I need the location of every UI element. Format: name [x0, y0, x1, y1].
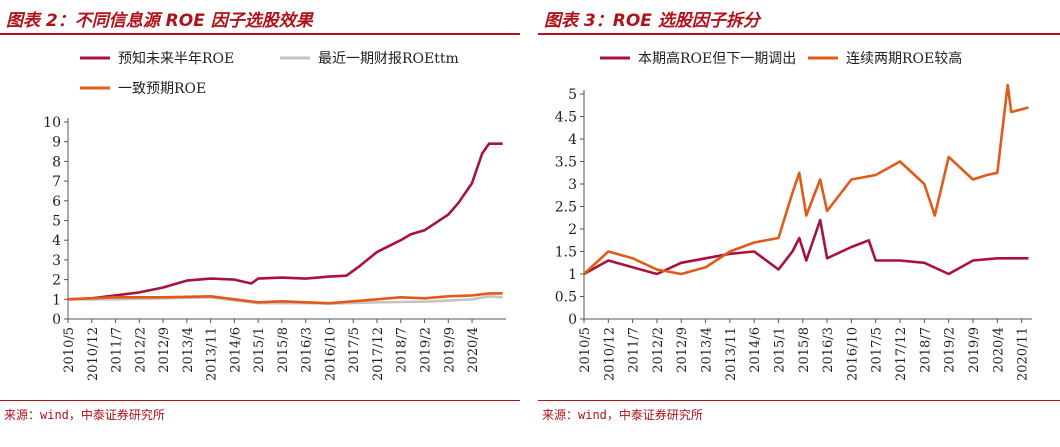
y-tick-label: 3.5 [555, 155, 577, 171]
y-tick-label: 0 [568, 312, 577, 328]
title-underline [0, 33, 520, 35]
legend-label: 一致预期ROE [118, 81, 206, 97]
x-tick-label: 2010/5 [62, 327, 77, 373]
source-note: 来源：wind，中泰证券研究所 [4, 408, 165, 422]
source-divider [0, 400, 520, 401]
y-tick-label: 0.5 [555, 290, 577, 306]
chart-title-bar: 图表 3：ROE 选股因子拆分 [538, 2, 1060, 35]
y-tick-label: 0 [52, 312, 61, 328]
legend-label: 最近一期财报ROEttm [318, 51, 459, 67]
y-tick-label: 4 [568, 132, 577, 148]
chart-title-bar: 图表 2：不同信息源 ROE 因子选股效果 [0, 2, 520, 35]
x-tick-label: 2017/12 [371, 327, 386, 381]
title-underline [538, 33, 1060, 35]
chart-title: 图表 2：不同信息源 ROE 因子选股效果 [6, 11, 313, 31]
y-tick-label: 1.5 [555, 245, 577, 261]
chart-panel-left: 图表 2：不同信息源 ROE 因子选股效果 0 1 2 3 4 5 6 7 8 9 10 2010/5… [0, 0, 520, 447]
x-tick-label: 2014/6 [228, 327, 243, 373]
y-tick-label: 4 [52, 233, 61, 249]
x-tick-label: 2013/11 [205, 327, 220, 381]
y-tick-label: 2.5 [555, 200, 577, 216]
y-tick-label: 4.5 [555, 110, 577, 126]
source-divider [538, 400, 1060, 401]
x-tick-label: 2011/7 [627, 327, 642, 373]
series-line [583, 83, 1029, 276]
y-tick-label: 5 [52, 214, 61, 230]
line-chart-right: 0 0.5 1 1.5 2 2.5 3 3.5 4 4.5 5 2010/5 2010/12 2011/7… [555, 50, 1032, 381]
y-tick-label: 2 [568, 222, 577, 238]
x-tick-label: 2010/5 [578, 327, 593, 373]
x-tick-label: 2016/3 [300, 327, 315, 373]
x-tick-label: 2012/9 [675, 327, 690, 373]
x-tick-label: 2017/5 [347, 327, 362, 373]
x-tick-label: 2020/4 [991, 327, 1006, 373]
x-tick-label: 2020/4 [466, 327, 481, 373]
x-tick-label: 2019/9 [442, 327, 457, 373]
series-line [583, 218, 1029, 276]
x-tick-label: 2016/3 [821, 327, 836, 373]
y-tick-label: 1 [568, 267, 577, 283]
legend-label: 本期高ROE但下一期调出 [638, 50, 796, 67]
x-tick-label: 2020/11 [1016, 327, 1031, 381]
x-tick-label: 2017/12 [894, 327, 909, 381]
x-tick-label: 2017/5 [870, 327, 885, 373]
y-tick-label: 9 [52, 135, 61, 151]
x-tick-label: 2019/2 [419, 327, 434, 373]
chart-title: 图表 3：ROE 选股因子拆分 [544, 11, 760, 31]
x-tick-label: 2012/2 [651, 327, 666, 373]
y-tick-label: 1 [52, 292, 61, 308]
series-line [67, 292, 503, 305]
y-tick-label: 6 [52, 194, 61, 210]
x-tick-label: 2019/2 [943, 327, 958, 373]
x-tick-label: 2015/1 [252, 327, 267, 373]
x-tick-label: 2018/7 [395, 327, 410, 373]
x-tick-label: 2015/8 [276, 327, 291, 373]
x-tick-label: 2010/12 [86, 327, 101, 381]
y-tick-label: 8 [52, 154, 61, 170]
legend-label: 连续两期ROE较高 [846, 50, 962, 67]
x-tick-label: 2013/4 [181, 327, 196, 373]
line-chart-left: 0 1 2 3 4 5 6 7 8 9 10 2010/5 2010/12 2011/7 2012/2 201… [43, 50, 506, 381]
x-tick-label: 2012/9 [157, 327, 172, 373]
y-tick-label: 7 [52, 174, 61, 190]
chart-panel-right: 图表 3：ROE 选股因子拆分 0 0.5 1 1.5 2 2.5 3 3.5 4 4.5 5 201… [538, 0, 1060, 447]
y-tick-label: 3 [52, 253, 61, 269]
x-tick-label: 2015/1 [772, 327, 787, 373]
x-tick-label: 2013/11 [724, 327, 739, 381]
y-tick-label: 3 [568, 177, 577, 193]
x-tick-label: 2015/8 [797, 327, 812, 373]
y-tick-label: 2 [52, 273, 61, 289]
x-tick-label: 2018/7 [918, 327, 933, 373]
x-tick-label: 2014/6 [748, 327, 763, 373]
y-tick-label: 5 [568, 87, 577, 103]
x-tick-label: 2019/9 [967, 327, 982, 373]
x-tick-label: 2016/10 [323, 327, 338, 381]
legend-label: 预知未来半年ROE [118, 50, 234, 67]
x-tick-label: 2012/2 [133, 327, 148, 373]
y-tick-label: 10 [43, 115, 61, 131]
series-line [67, 142, 503, 301]
source-note: 来源：wind，中泰证券研究所 [542, 408, 703, 422]
x-tick-label: 2011/7 [110, 327, 125, 373]
x-tick-label: 2016/10 [845, 327, 860, 381]
x-tick-label: 2010/12 [602, 327, 617, 381]
x-tick-label: 2013/4 [700, 327, 715, 373]
